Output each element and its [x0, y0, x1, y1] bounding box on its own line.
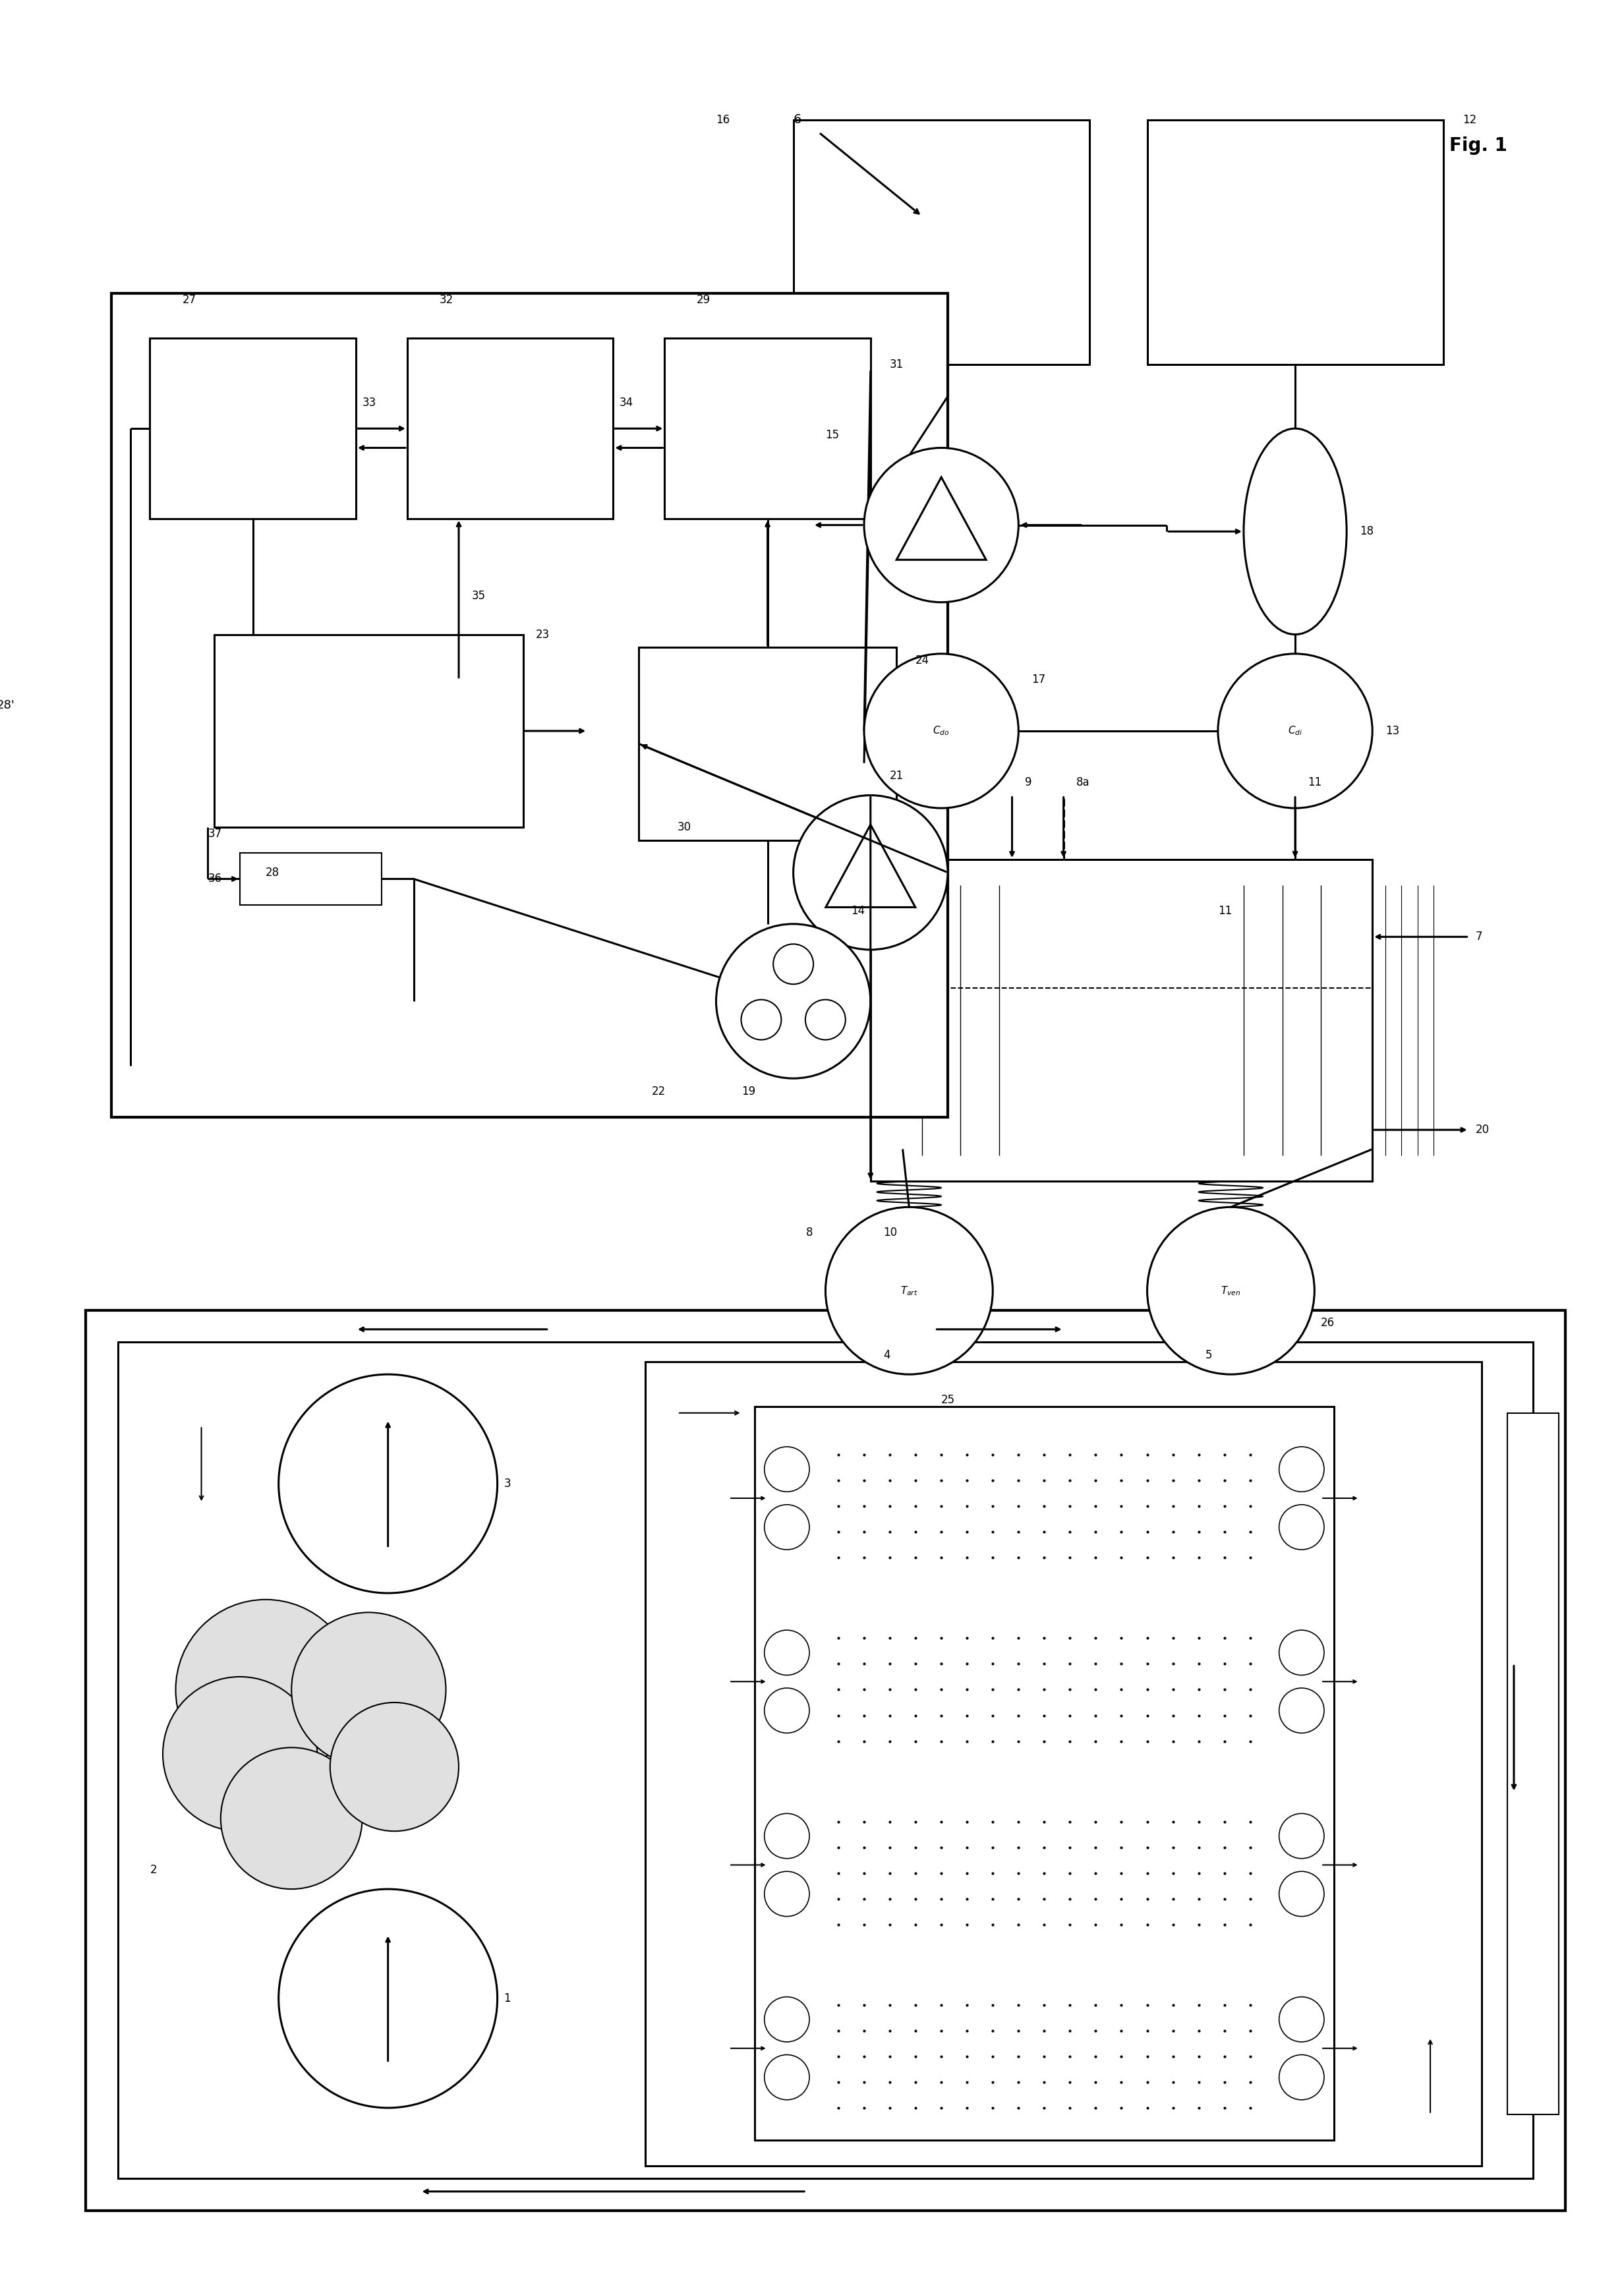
Text: 26: 26 [1320, 1317, 1335, 1328]
Text: 28': 28' [0, 699, 15, 711]
Circle shape [806, 999, 846, 1040]
Text: 5: 5 [1205, 1348, 1212, 1362]
Text: 31: 31 [890, 359, 905, 370]
Text: 23: 23 [536, 629, 551, 640]
Circle shape [1280, 1870, 1324, 1916]
Text: 18: 18 [1359, 527, 1374, 538]
Bar [755, 1407, 1333, 2141]
Text: 25: 25 [942, 1394, 955, 1405]
Circle shape [1218, 654, 1372, 808]
Text: 11: 11 [1218, 906, 1233, 917]
Circle shape [1280, 1630, 1324, 1675]
Bar [408, 338, 614, 518]
Text: 1: 1 [503, 1993, 512, 2004]
Circle shape [1280, 1814, 1324, 1859]
Circle shape [765, 1689, 809, 1732]
Circle shape [741, 999, 781, 1040]
Text: 19: 19 [742, 1085, 755, 1096]
Circle shape [765, 1505, 809, 1550]
Text: Fig. 1: Fig. 1 [1450, 136, 1507, 154]
Text: 2: 2 [149, 1864, 158, 1875]
Circle shape [864, 654, 1018, 808]
Text: 9: 9 [1025, 776, 1031, 788]
Text: 37: 37 [208, 829, 222, 840]
Text: 36: 36 [208, 874, 222, 885]
Bar [870, 860, 1372, 1180]
Text: 24: 24 [916, 654, 929, 665]
Text: 6: 6 [793, 114, 802, 125]
Text: 34: 34 [620, 397, 633, 409]
Text: 8a: 8a [1077, 776, 1090, 788]
Text: 33: 33 [362, 397, 377, 409]
Circle shape [765, 2054, 809, 2100]
Text: $T_{ven}$: $T_{ven}$ [1221, 1285, 1241, 1296]
Circle shape [175, 1600, 356, 1780]
Circle shape [864, 447, 1018, 602]
Text: 22: 22 [651, 1085, 666, 1096]
Bar [638, 647, 896, 840]
Circle shape [1280, 1446, 1324, 1491]
Circle shape [1280, 1689, 1324, 1732]
Circle shape [291, 1612, 447, 1766]
Bar [240, 854, 382, 906]
Circle shape [1147, 1208, 1314, 1373]
Circle shape [825, 1208, 992, 1373]
Text: $C_{do}$: $C_{do}$ [932, 724, 950, 738]
Circle shape [279, 1373, 497, 1594]
Text: 16: 16 [716, 114, 731, 125]
Circle shape [330, 1702, 458, 1832]
Text: 17: 17 [1031, 674, 1046, 686]
Text: 7: 7 [1475, 931, 1483, 942]
Text: 10: 10 [883, 1226, 898, 1239]
Circle shape [765, 1814, 809, 1859]
Text: 4: 4 [883, 1348, 890, 1362]
Circle shape [765, 1998, 809, 2043]
Circle shape [221, 1748, 362, 1889]
Text: 29: 29 [697, 293, 711, 306]
Text: $T_{art}$: $T_{art}$ [900, 1285, 918, 1296]
Circle shape [793, 794, 948, 949]
Text: 13: 13 [1385, 724, 1400, 738]
Text: 12: 12 [1463, 114, 1476, 125]
Bar [119, 1342, 1533, 2179]
Circle shape [765, 1630, 809, 1675]
Bar [645, 1362, 1481, 2166]
Text: 3: 3 [503, 1478, 512, 1489]
Circle shape [279, 1889, 497, 2109]
Text: 35: 35 [471, 590, 486, 602]
Text: 28: 28 [266, 867, 279, 878]
Circle shape [1280, 1998, 1324, 2043]
Circle shape [1280, 1505, 1324, 1550]
Text: 14: 14 [851, 906, 866, 917]
Circle shape [765, 1446, 809, 1491]
Text: 15: 15 [825, 429, 840, 440]
Bar [1507, 1412, 1559, 2113]
Bar [112, 293, 948, 1117]
Ellipse shape [1244, 429, 1346, 633]
Text: 30: 30 [677, 822, 692, 833]
Text: 20: 20 [1475, 1124, 1489, 1135]
Bar [664, 338, 870, 518]
Text: $C_{di}$: $C_{di}$ [1288, 724, 1302, 738]
Text: 11: 11 [1307, 776, 1322, 788]
Circle shape [773, 944, 814, 985]
Circle shape [162, 1678, 317, 1832]
Bar [149, 338, 356, 518]
Bar [793, 120, 1090, 363]
Text: 8: 8 [806, 1226, 814, 1239]
Circle shape [1280, 2054, 1324, 2100]
Circle shape [716, 924, 870, 1078]
Text: 32: 32 [440, 293, 453, 306]
Bar [1147, 120, 1444, 363]
Text: 27: 27 [182, 293, 197, 306]
Text: 21: 21 [890, 770, 905, 781]
Bar [86, 1310, 1566, 2211]
Circle shape [765, 1870, 809, 1916]
Bar [214, 633, 523, 829]
